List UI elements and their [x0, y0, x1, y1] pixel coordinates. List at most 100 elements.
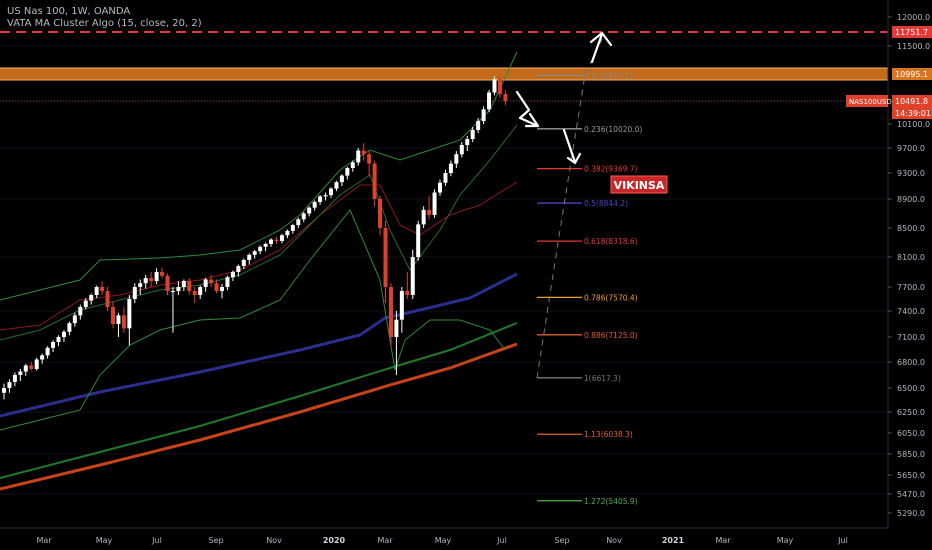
candle-body	[34, 359, 39, 369]
candle-body	[345, 168, 350, 176]
time-tick-label: May	[96, 536, 113, 545]
candle-body	[290, 225, 295, 231]
price-badge	[892, 26, 932, 38]
indicator-title: VATA MA Cluster Algo (15, close, 20, 2)	[7, 18, 202, 29]
candle-body	[350, 162, 355, 168]
price-tick-label: 11500.0	[897, 42, 930, 51]
candle-body	[487, 92, 492, 110]
fib-level-label: 0.236(10020.0)	[584, 125, 642, 134]
candle-body	[181, 281, 186, 287]
candle-body	[230, 272, 235, 278]
price-badge	[892, 95, 932, 107]
price-tick-label: 7100.0	[897, 333, 925, 342]
projection-arrow-down-2	[562, 128, 577, 164]
candle-body	[427, 209, 432, 215]
watermark-box	[610, 175, 668, 194]
candle-body	[51, 342, 56, 348]
candle-body	[454, 154, 459, 164]
candle-body	[405, 291, 410, 295]
candle-body	[198, 287, 203, 295]
candle-body	[143, 278, 148, 284]
candle-body	[247, 254, 252, 260]
fib-level-label: 0.5(8844.2)	[584, 199, 628, 208]
fib-level-label: 0.618(8318.6)	[584, 237, 638, 246]
time-tick-label: Mar	[715, 536, 731, 545]
candle-body	[470, 130, 475, 139]
fib-level-label: 1(6617.3)	[584, 374, 621, 383]
price-badge	[892, 68, 932, 80]
candle-body	[329, 188, 333, 196]
time-tick-label: Mar	[377, 536, 393, 545]
candle-body	[410, 257, 415, 295]
ma-blue-line	[0, 272, 518, 418]
candle-body	[334, 182, 339, 189]
candle-body	[399, 291, 404, 320]
price-tick-label: 8500.0	[897, 224, 925, 233]
candle-body	[29, 365, 34, 369]
price-tick-label: 6050.0	[897, 429, 925, 438]
price-tick-label: 6250.0	[897, 408, 925, 417]
candle-body	[459, 145, 464, 155]
chart-symbol-title: US Nas 100, 1W, OANDA	[7, 6, 131, 17]
candle-body	[18, 371, 23, 375]
candle-body	[263, 243, 268, 247]
candle-body	[7, 381, 12, 388]
fib-level-label: 1.272(5405.9)	[584, 497, 638, 506]
time-tick-label: May	[777, 536, 794, 545]
time-tick-label: Nov	[606, 536, 622, 545]
candle-body	[367, 154, 372, 164]
candle-body	[61, 331, 66, 337]
candle-body	[209, 279, 214, 284]
candle-body	[56, 337, 61, 342]
time-tick-label: Jul	[837, 536, 848, 545]
candle-body	[301, 213, 306, 220]
ma-red-line	[0, 181, 518, 331]
candle-body	[160, 272, 165, 276]
candle-body	[443, 173, 448, 183]
price-tick-label: 5850.0	[897, 450, 925, 459]
candle-body	[2, 388, 6, 393]
candle-body	[252, 251, 257, 255]
ma-orange-line	[0, 342, 518, 491]
candle-body	[481, 109, 486, 122]
resistance-band	[0, 68, 888, 80]
candle-body	[78, 307, 83, 316]
projection-arrowhead-up	[589, 31, 613, 47]
price-badge-symbol	[846, 95, 888, 107]
candle-body	[225, 277, 230, 287]
candle-body	[448, 163, 453, 173]
price-tick-label: 6500.0	[897, 384, 925, 393]
price-badge-value: 10995.1	[895, 70, 928, 79]
candle-body	[170, 291, 175, 292]
candle-body	[465, 139, 470, 145]
ma-green-line	[0, 322, 518, 479]
projection-arrow-down	[515, 90, 540, 128]
candle-body	[285, 230, 290, 236]
candle-body	[83, 300, 88, 307]
price-tick-label: 8100.0	[897, 253, 925, 262]
time-axis-bg	[0, 528, 932, 550]
candle-body	[149, 278, 154, 281]
candle-body	[274, 239, 279, 242]
price-tick-label: 9300.0	[897, 169, 925, 178]
candle-body	[214, 283, 219, 291]
ma-mid-line	[0, 124, 518, 341]
time-tick-label: 2020	[323, 536, 346, 545]
price-axis-bg	[888, 0, 932, 550]
candle-body	[258, 246, 263, 252]
candle-body	[220, 287, 224, 291]
candle-body	[12, 375, 17, 382]
candle-body	[269, 239, 274, 244]
candle-body	[356, 150, 361, 163]
time-tick-label: Sep	[208, 536, 223, 545]
price-tick-label: 10100.0	[897, 120, 930, 129]
candle-body	[492, 79, 497, 93]
price-tick-label: 7700.0	[897, 283, 925, 292]
candle-body	[100, 287, 105, 291]
candle-body	[497, 79, 502, 95]
price-tick-label: 6800.0	[897, 358, 925, 367]
candle-body	[296, 219, 301, 226]
candle-body	[127, 299, 132, 329]
time-tick-label: Sep	[554, 536, 569, 545]
